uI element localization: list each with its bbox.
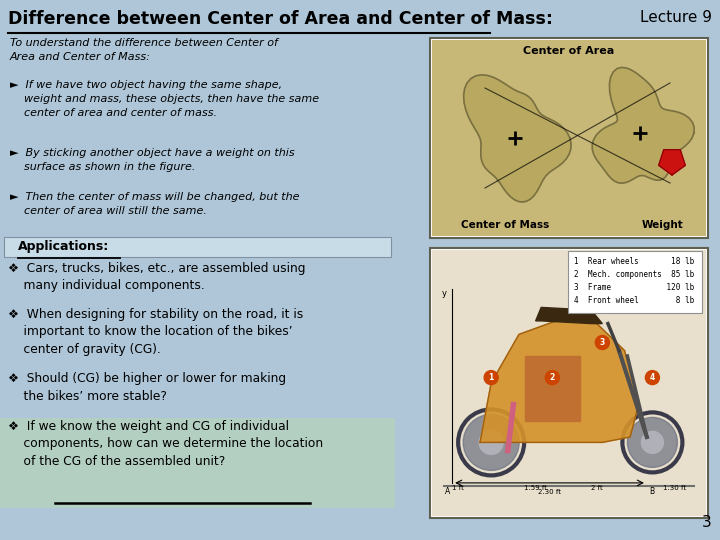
- Text: Center of Mass: Center of Mass: [461, 220, 549, 230]
- Text: Weight: Weight: [642, 220, 684, 230]
- Text: ❖  Should (CG) be higher or lower for making
    the bikes’ more stable?: ❖ Should (CG) be higher or lower for mak…: [8, 372, 286, 402]
- Text: ►  If we have two object having the same shape,
    weight and mass, these objec: ► If we have two object having the same …: [10, 80, 319, 118]
- Text: 3: 3: [702, 515, 712, 530]
- FancyBboxPatch shape: [432, 40, 706, 236]
- Text: 1 ft: 1 ft: [452, 485, 464, 491]
- Text: Lecture 9: Lecture 9: [640, 10, 712, 25]
- Polygon shape: [536, 307, 603, 323]
- Text: To understand the difference between Center of
Area and Center of Mass:: To understand the difference between Cen…: [10, 38, 278, 62]
- Text: 4  Front wheel        8 lb: 4 Front wheel 8 lb: [574, 296, 694, 305]
- Text: Applications:: Applications:: [18, 240, 109, 253]
- Circle shape: [463, 414, 519, 470]
- Polygon shape: [464, 75, 571, 202]
- Text: 3: 3: [600, 338, 605, 347]
- Text: 2: 2: [549, 373, 555, 382]
- Text: 2.30 ft: 2.30 ft: [538, 489, 561, 495]
- FancyBboxPatch shape: [0, 418, 395, 508]
- Text: ❖  When designing for stability on the road, it is
    important to know the loc: ❖ When designing for stability on the ro…: [8, 308, 303, 356]
- FancyBboxPatch shape: [4, 237, 391, 257]
- Text: ❖  If we know the weight and CG of individual
    components, how can we determi: ❖ If we know the weight and CG of indivi…: [8, 420, 323, 468]
- Text: 3  Frame            120 lb: 3 Frame 120 lb: [574, 283, 694, 292]
- Text: 1  Rear wheels       18 lb: 1 Rear wheels 18 lb: [574, 257, 694, 266]
- Text: 2 ft: 2 ft: [591, 485, 603, 491]
- Text: 4: 4: [649, 373, 655, 382]
- Text: 2  Mech. components  85 lb: 2 Mech. components 85 lb: [574, 270, 694, 279]
- Text: 1: 1: [489, 373, 494, 382]
- Text: Center of Area: Center of Area: [523, 46, 615, 56]
- Circle shape: [545, 370, 559, 384]
- Circle shape: [642, 431, 663, 454]
- Circle shape: [645, 370, 660, 384]
- Polygon shape: [480, 318, 639, 442]
- Text: ►  Then the center of mass will be changed, but the
    center of area will stil: ► Then the center of mass will be change…: [10, 192, 300, 216]
- Text: 1.59 ft: 1.59 ft: [524, 485, 547, 491]
- Polygon shape: [593, 68, 694, 183]
- FancyBboxPatch shape: [568, 251, 702, 313]
- Circle shape: [480, 430, 503, 454]
- Text: 1.30 ft: 1.30 ft: [663, 485, 686, 491]
- Text: ❖  Cars, trucks, bikes, etc., are assembled using
    many individual components: ❖ Cars, trucks, bikes, etc., are assembl…: [8, 262, 305, 293]
- Polygon shape: [659, 150, 685, 175]
- Text: B: B: [649, 487, 654, 496]
- Text: Difference between Center of Area and Center of Mass:: Difference between Center of Area and Ce…: [8, 10, 553, 28]
- Circle shape: [627, 417, 678, 468]
- FancyBboxPatch shape: [432, 250, 706, 516]
- Circle shape: [595, 335, 609, 349]
- Circle shape: [484, 370, 498, 384]
- FancyBboxPatch shape: [430, 38, 708, 238]
- Text: y: y: [442, 288, 447, 298]
- Text: A: A: [445, 487, 450, 496]
- Polygon shape: [524, 356, 580, 421]
- FancyBboxPatch shape: [430, 248, 708, 518]
- Text: ►  By sticking another object have a weight on this
    surface as shown in the : ► By sticking another object have a weig…: [10, 148, 294, 172]
